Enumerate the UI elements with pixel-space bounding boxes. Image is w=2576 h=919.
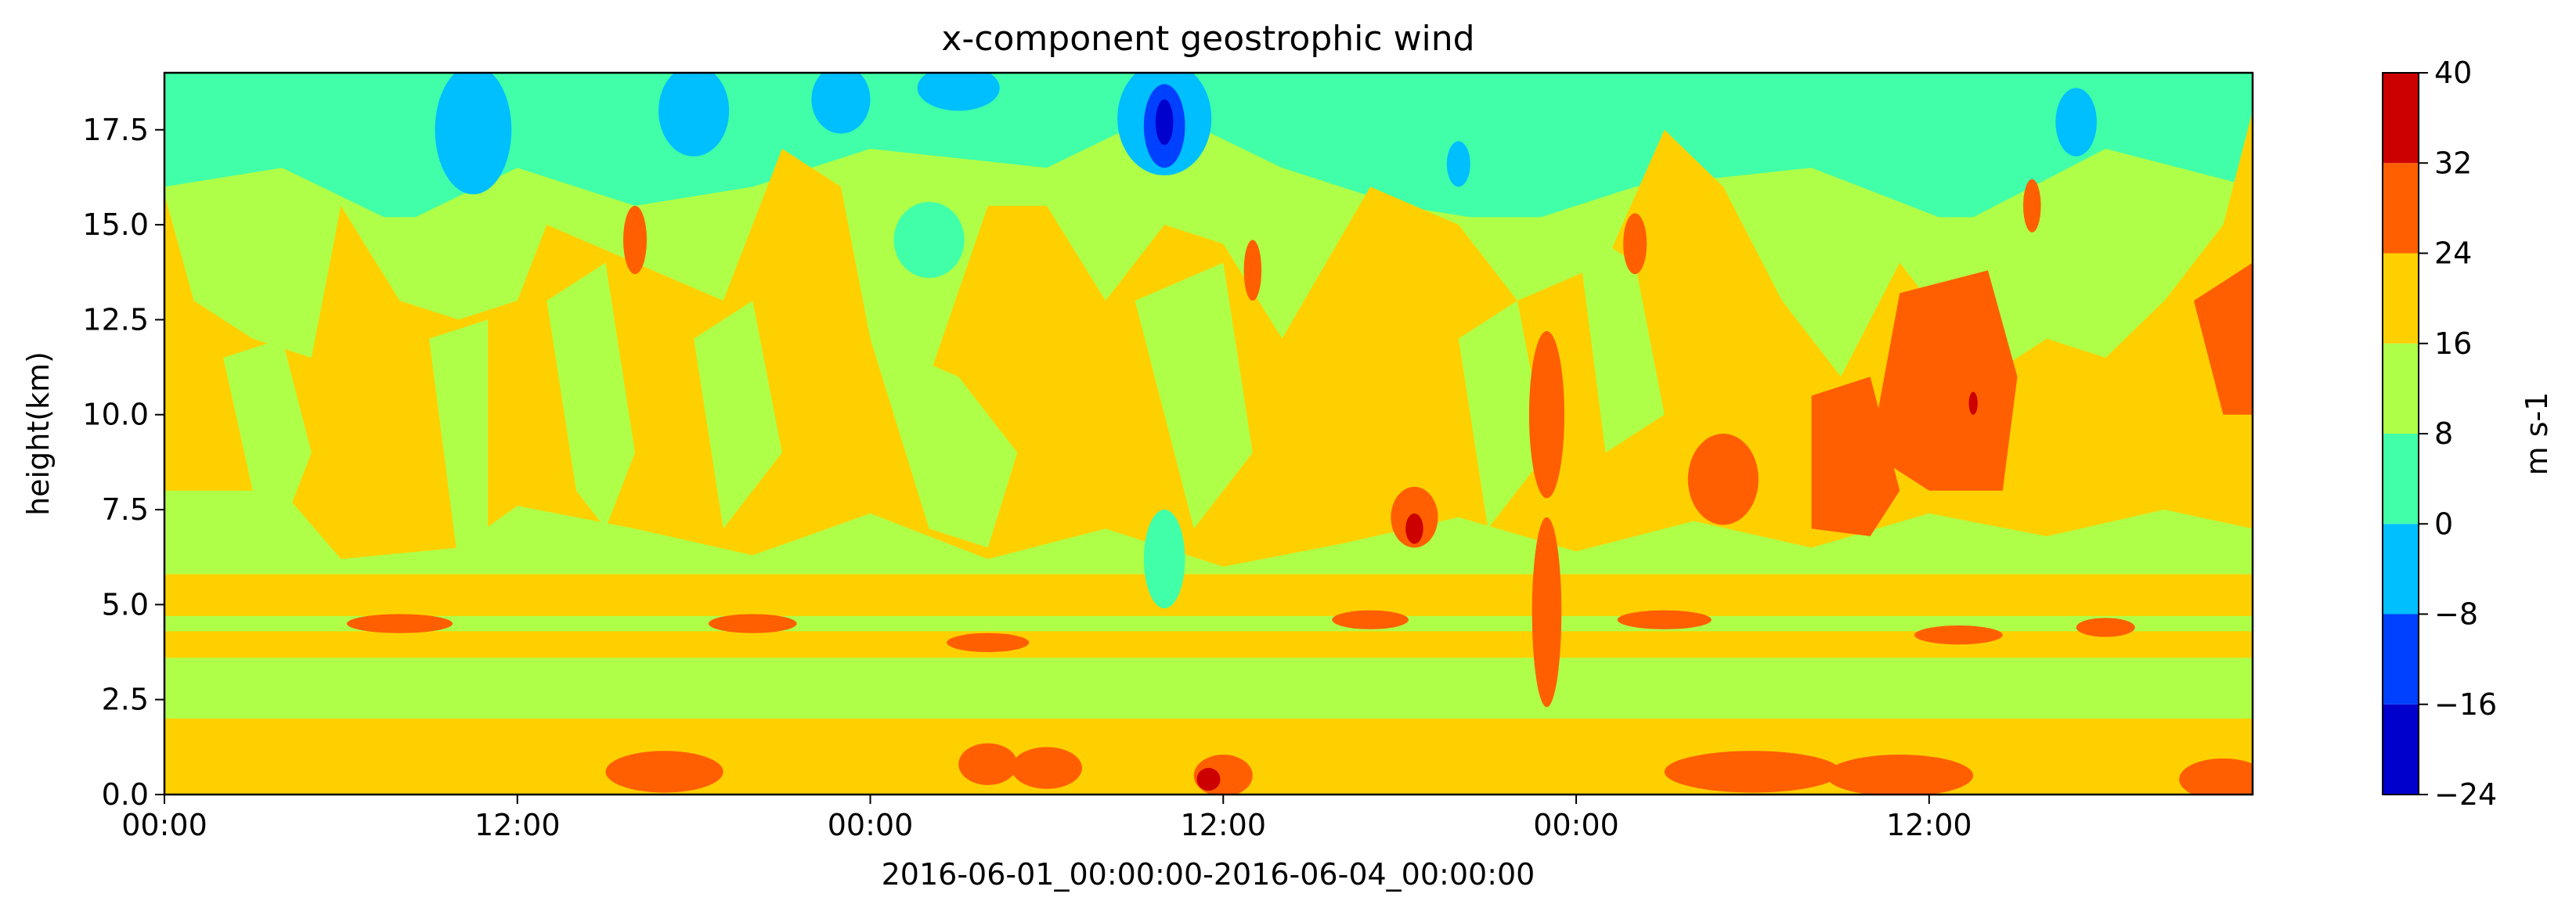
y-axis: 0.0 2.5 5.0 7.5 10.0 12.5 15.0 17.5 [82, 113, 164, 812]
colorbar-segment-6 [2383, 163, 2419, 254]
x-axis-label: 2016-06-01_00:00:00-2016-06-04_00:00:00 [882, 857, 1535, 892]
colorbar-tick-label-3: 0 [2434, 506, 2453, 541]
colorbar-segment-7 [2383, 73, 2419, 164]
surface-cell-4-24-32 [1664, 751, 1842, 793]
core-6150-32-40 [1968, 391, 1978, 415]
strip-d-8-16 [694, 301, 782, 529]
midlevel-cell-4-24-32 [1617, 610, 1712, 629]
y-tick-label-7: 17.5 [82, 113, 149, 147]
midlevel-cell-3-24-32 [1332, 610, 1409, 629]
pocket-4400-n8 [1446, 141, 1470, 187]
colorbar-tick-label-8: 40 [2434, 56, 2472, 90]
y-axis-label: height(km) [21, 351, 56, 516]
colorbar-tick-label-5: 16 [2434, 326, 2472, 361]
colorbar-label: m s-1 [2520, 392, 2554, 476]
strip-b-8-16 [429, 319, 489, 567]
pocket-2600-0-8 [893, 201, 965, 279]
colorbar-tick-label-4: 8 [2434, 416, 2453, 451]
jet-edge-24-32 [2193, 262, 2253, 415]
surface-cell-2-24-32 [1011, 747, 1082, 789]
colorbar-segment-5 [2383, 253, 2419, 344]
colorbar: −24 −16 −8 0 8 16 24 32 40 [2382, 56, 2497, 812]
strip-h-8-16 [1576, 225, 1665, 453]
band-7km-8-16 [164, 490, 2253, 575]
colorbar-segment-0 [2383, 704, 2419, 795]
colorbar-tick-label-6: 24 [2434, 236, 2472, 271]
y-tick-label-0: 0.0 [102, 777, 149, 812]
surface-cell-1-24-32 [958, 743, 1018, 785]
midlevel-cell-1-24-32 [708, 614, 797, 633]
pocket-6500-n8 [2055, 88, 2097, 157]
column-4700b-24-32 [1532, 517, 1562, 708]
midlevel-cell-5-24-32 [1914, 625, 2003, 645]
pocket-10-n24 [1155, 99, 1174, 146]
plot-frame [163, 71, 2254, 796]
y-tick-label-1: 2.5 [102, 683, 149, 717]
colorbar-segment-3 [2383, 434, 2419, 524]
strip-f-8-16 [1135, 262, 1253, 529]
x-tick-label-2: 00:00 [828, 808, 914, 842]
band-3km-8-16 [164, 658, 2253, 719]
colorbar-tick-label-1: −16 [2434, 687, 2497, 722]
x-tick-label-3: 12:00 [1181, 808, 1267, 842]
colorbar-segment-4 [2383, 343, 2419, 434]
strip-c-8-16 [547, 262, 636, 529]
midlevel-cell-6-24-32 [2076, 618, 2135, 637]
cell-3700-24-32 [1243, 240, 1262, 301]
x-axis: 00:00 12:00 00:00 12:00 00:00 12:00 [121, 795, 1972, 842]
strip-e-8-16 [870, 338, 1018, 548]
jet-d3-24-32 [1870, 270, 2018, 491]
cell-6350-24-32 [2023, 178, 2041, 232]
colorbar-tick-label-7: 32 [2434, 146, 2472, 180]
y-tick-label-2: 5.0 [102, 587, 149, 622]
surface-cell-0-24-32 [605, 751, 723, 793]
pocket-1030-n8 [435, 73, 512, 195]
pocket-3400-0-8 [1143, 510, 1185, 609]
strip-a-8-16 [223, 338, 312, 529]
contour-fills [164, 73, 2253, 795]
surface-cell-5-24-32 [1826, 755, 1974, 795]
band-4.5km-8-16 [164, 615, 2253, 632]
y-tick-label-3: 7.5 [102, 492, 149, 527]
x-tick-label-0: 00:00 [121, 808, 207, 842]
pocket-1800-n8 [658, 73, 730, 157]
colorbar-segment-2 [2383, 524, 2419, 614]
y-tick-label-5: 12.5 [82, 302, 149, 337]
cell-4250-32-40 [1405, 513, 1423, 544]
x-tick-label-4: 00:00 [1533, 808, 1619, 842]
jet-d3b-24-32 [1811, 377, 1900, 537]
cell-1600-24-32 [622, 205, 648, 275]
surface-core-32-40 [1196, 768, 1221, 791]
strip-g-8-16 [1458, 301, 1547, 529]
cell-5000-24-32 [1623, 213, 1647, 275]
cell-5300-24-32 [1687, 434, 1759, 525]
pocket-2700-n8 [917, 73, 1000, 111]
midlevel-cell-0-24-32 [346, 614, 453, 633]
colorbar-tick-label-2: −8 [2434, 597, 2478, 632]
midlevel-cell-2-24-32 [947, 632, 1030, 653]
x-tick-label-1: 12:00 [474, 808, 561, 842]
y-tick-label-4: 10.0 [82, 398, 149, 432]
colorbar-segment-1 [2383, 614, 2419, 705]
x-tick-label-5: 12:00 [1886, 808, 1972, 842]
y-tick-label-6: 15.0 [82, 207, 149, 242]
surface-cell-6-24-32 [2179, 758, 2253, 795]
plot-area [164, 73, 2253, 795]
chart-title: x-component geostrophic wind [941, 19, 1474, 59]
column-4700-24-32 [1528, 330, 1565, 499]
pocket-2300-n8 [811, 73, 871, 134]
colorbar-tick-label-0: −24 [2434, 777, 2497, 812]
